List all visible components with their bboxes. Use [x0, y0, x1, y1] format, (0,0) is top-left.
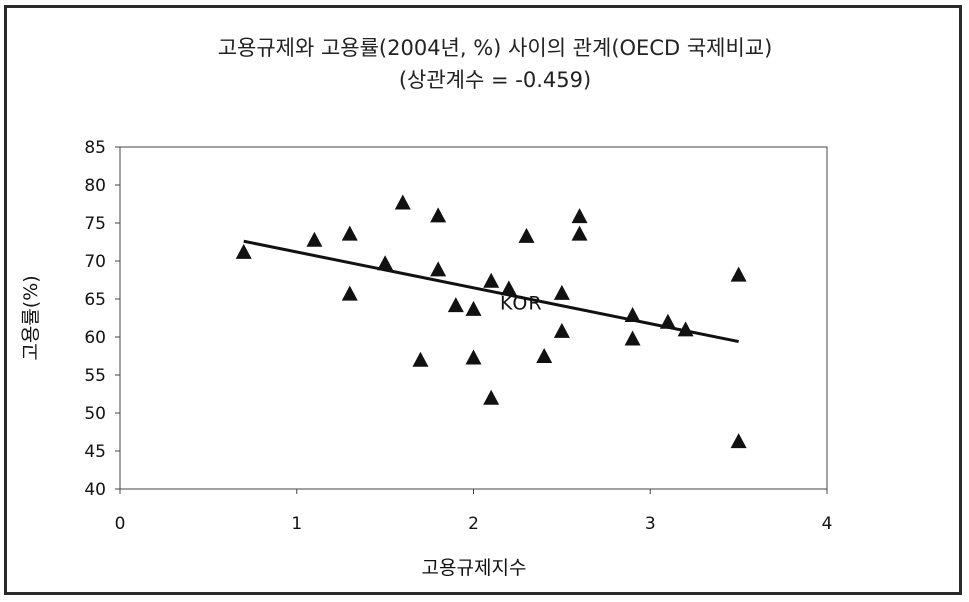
y-axis-title: 고용률(%)	[20, 275, 42, 360]
x-tick-label: 3	[645, 514, 656, 534]
y-axis-ticks: 40 45 50 55 60 65 70 75 80 85	[84, 138, 120, 500]
chart-subtitle: (상관계수 = -0.459)	[399, 68, 591, 92]
chart-frame: 고용규제와 고용률(2004년, %) 사이의 관계(OECD 국제비교) (상…	[4, 5, 962, 595]
y-tick-label: 65	[84, 290, 106, 310]
y-tick-label: 50	[84, 404, 106, 424]
data-point-marker	[235, 243, 252, 259]
data-point-marker	[624, 306, 641, 322]
trendline	[243, 239, 739, 344]
data-points	[235, 194, 747, 449]
data-point-marker	[624, 330, 641, 346]
data-point-marker	[430, 207, 447, 223]
data-point-marker	[341, 285, 358, 301]
annotations: KOR	[500, 293, 543, 315]
data-point-marker	[483, 272, 500, 288]
data-point-marker	[430, 261, 447, 277]
data-point-marker	[659, 313, 676, 329]
data-point-marker	[677, 321, 694, 337]
data-point-marker	[465, 349, 482, 365]
data-point-marker	[306, 231, 323, 247]
data-point-marker	[394, 194, 411, 210]
x-tick-label: 4	[822, 514, 833, 534]
data-point-marker	[553, 284, 570, 300]
data-point-marker	[730, 266, 747, 282]
data-point-marker	[465, 300, 482, 316]
data-point-marker	[730, 433, 747, 449]
y-tick-label: 85	[84, 138, 106, 158]
y-tick-label: 55	[84, 366, 106, 386]
data-point-marker	[518, 227, 535, 243]
x-axis-ticks: 0 1 2 3 4	[115, 489, 833, 534]
trendline-group	[243, 239, 739, 344]
y-tick-label: 45	[84, 442, 106, 462]
y-tick-label: 60	[84, 328, 106, 348]
x-axis-title: 고용규제지수	[422, 557, 527, 579]
y-tick-label: 40	[84, 480, 106, 500]
x-tick-label: 2	[468, 514, 479, 534]
data-point-marker	[377, 255, 394, 271]
data-point-marker	[553, 322, 570, 338]
plot-area	[119, 146, 828, 490]
data-point-marker	[483, 389, 500, 405]
data-point-marker	[571, 225, 588, 241]
data-point-marker	[536, 348, 553, 363]
annotation-label: KOR	[500, 293, 543, 315]
data-point-marker	[571, 208, 588, 224]
y-tick-label: 75	[84, 214, 106, 234]
y-tick-label: 80	[84, 176, 106, 196]
x-tick-label: 1	[291, 514, 302, 534]
chart-svg: 고용규제와 고용률(2004년, %) 사이의 관계(OECD 국제비교) (상…	[20, 36, 833, 579]
data-point-marker	[341, 225, 358, 241]
y-tick-label: 70	[84, 252, 106, 272]
data-point-marker	[500, 280, 517, 296]
data-point-marker	[412, 351, 429, 367]
x-tick-label: 0	[115, 514, 126, 534]
data-point-marker	[447, 297, 464, 313]
chart-title: 고용규제와 고용률(2004년, %) 사이의 관계(OECD 국제비교)	[218, 36, 773, 60]
